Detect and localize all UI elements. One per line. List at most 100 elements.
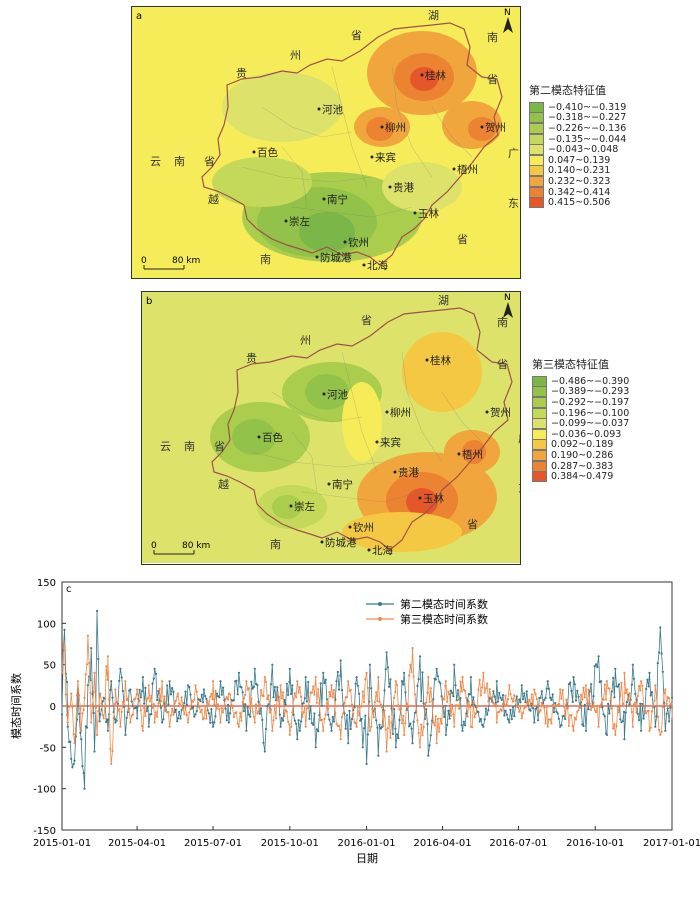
series-point [418,746,422,749]
series-point [150,694,153,697]
series-point [115,719,118,722]
series-point [315,728,318,731]
series-point [422,725,425,729]
series-point [456,704,460,707]
series-point [663,692,666,695]
series-point [605,680,609,683]
legend-range-label: −0.135~−0.044 [548,133,627,145]
series-point [210,708,213,711]
series-point [371,707,374,711]
series-point [139,709,142,712]
series-point [191,700,195,703]
series-point [418,655,422,658]
series-point [287,693,290,697]
series-point [325,698,328,701]
series-point [173,711,176,714]
legend-entry: 0.287~0.383 [532,460,629,472]
series-point [539,709,542,712]
series-point [141,729,144,732]
series-point [443,715,446,718]
city-label: 崇左 [294,500,315,513]
series-point [603,715,606,718]
series-point [227,721,230,724]
series-point [310,722,313,725]
series-point [271,729,274,732]
series-point [162,718,165,721]
series-point [661,706,664,709]
series-point [410,671,413,674]
series-point [332,689,336,692]
series-point [204,705,207,708]
series-point [282,719,285,722]
series-point [605,698,608,701]
series-point [394,727,397,730]
series-point [614,667,617,670]
series-point [262,695,265,698]
series-point [276,692,279,695]
series-point [220,707,223,710]
series-point [279,684,282,687]
series-point [394,746,397,749]
series-point [498,710,501,713]
city-label: 贺州 [490,407,511,419]
series-point [285,682,288,685]
series-point [596,704,599,707]
series-point [436,675,439,678]
series-point [272,719,275,722]
county-boundary [431,106,473,158]
series-point [292,713,295,716]
series-point [136,717,139,720]
series-point [184,690,187,693]
series-point [220,693,223,696]
contour-region [299,212,355,252]
city-label: 桂林 [425,69,446,82]
series-point [159,700,162,703]
series-point [550,722,553,725]
north-arrow-icon [503,302,513,318]
series-point [119,667,122,670]
series-point [320,704,323,707]
series-point [540,690,543,693]
series-point [636,694,639,698]
series-point [123,705,126,708]
legend-marker [378,617,382,621]
series-point [535,698,538,701]
series-point [324,678,327,681]
series-point [643,710,647,713]
series-point [600,703,603,706]
series-point [93,671,96,674]
series-point [163,695,166,698]
city-marker [362,263,366,267]
series-point [112,716,115,720]
series-point [518,698,521,701]
series-point [449,689,452,692]
series-point [179,717,182,720]
legend-range-label: −0.099~−0.037 [551,418,630,430]
series-point [483,718,486,721]
series-point [397,704,400,707]
series-point [645,687,648,691]
series-point [200,693,203,696]
series-point [219,680,222,683]
series-point [188,711,191,714]
series-point [534,693,537,696]
series-point [334,711,337,715]
series-point [523,692,526,695]
series-point [569,681,572,684]
series-point [361,690,364,693]
series-point [89,691,92,694]
series-point [492,702,495,705]
series-point [71,705,74,708]
y-tick-label: 50 [43,661,56,672]
series-point [426,722,429,726]
legend-entry: −0.099~−0.037 [532,418,630,430]
series-point [73,759,76,762]
series-point [60,713,64,716]
panel-c-chart: c 150 100 50 0 -50 -100 -150 2015-01-01 2015-04-0… [0,572,700,899]
region-label: 湖 [438,294,449,307]
series-point [267,694,270,697]
series-point [146,705,150,708]
series-point [421,734,424,737]
series-point [588,702,591,705]
series-point [621,702,624,705]
